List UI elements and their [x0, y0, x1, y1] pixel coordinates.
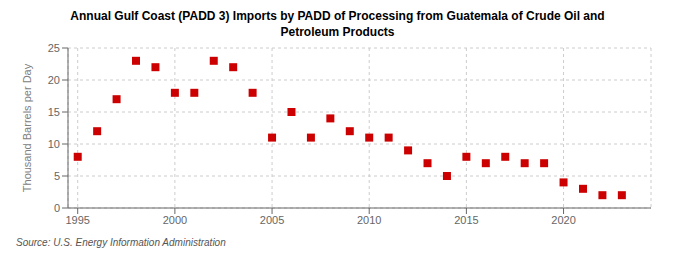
svg-text:5: 5	[54, 170, 60, 182]
svg-text:2020: 2020	[551, 214, 575, 226]
svg-text:15: 15	[48, 106, 60, 118]
svg-text:20: 20	[48, 74, 60, 86]
html-text:Source: U.S. Energy Informatio: Source: U.S. Energy Information Administ…	[16, 237, 226, 248]
svg-text:10: 10	[48, 138, 60, 150]
svg-text:Thousand Barrels per Day: Thousand Barrels per Day	[21, 63, 33, 192]
svg-text:2000: 2000	[163, 214, 187, 226]
html-text:Annual Gulf Coast (PADD 3) Imp: Annual Gulf Coast (PADD 3) Imports by PA…	[70, 9, 605, 23]
svg-text:25: 25	[48, 42, 60, 54]
svg-text:0: 0	[54, 202, 60, 214]
svg-text:1995: 1995	[65, 214, 89, 226]
svg-text:2015: 2015	[454, 214, 478, 226]
svg-text:2005: 2005	[260, 214, 284, 226]
html-text:Petroleum Products: Petroleum Products	[280, 25, 395, 39]
svg-text:2010: 2010	[357, 214, 381, 226]
